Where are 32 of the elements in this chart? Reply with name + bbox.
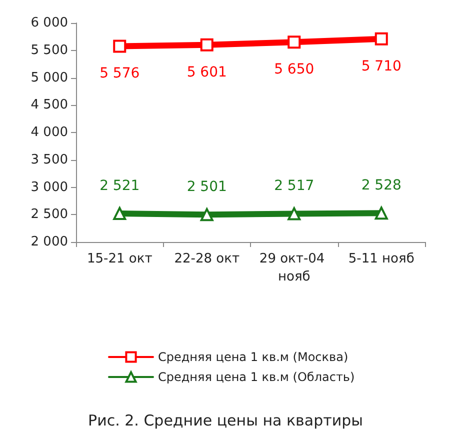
data-label: 2 501 [186, 179, 227, 196]
y-tick-label: 6 000 [30, 16, 68, 30]
data-label: 2 517 [274, 178, 314, 194]
data-label: 2 521 [100, 178, 140, 194]
y-tick-label: 3 000 [30, 180, 68, 195]
legend-label: Средняя цена 1 кв.м (Москва) [158, 350, 348, 364]
y-tick-label: 3 500 [30, 152, 68, 168]
point [200, 38, 214, 52]
y-tick-label: 2 000 [30, 234, 68, 250]
text: Рис. 2. Средние цены на квартиры [88, 412, 363, 430]
x-tick-label: 5-11 нояб [348, 252, 414, 266]
y-tick-label: 5 000 [30, 70, 68, 86]
point [374, 32, 388, 46]
point [288, 36, 301, 49]
data-label: 5 576 [100, 66, 140, 82]
point [200, 208, 214, 222]
x-tick-label: 22-28 окт [174, 252, 240, 266]
point [113, 206, 126, 220]
data-label: 2 528 [361, 178, 402, 194]
x-tick-label: 15-21 окт [86, 252, 153, 266]
data-label: 5 710 [361, 58, 402, 74]
legend-label: Средняя цена 1 кв.м (Область) [158, 370, 355, 384]
data-label: 5 601 [186, 64, 227, 80]
point [288, 207, 301, 220]
y-tick-label: 2 500 [30, 207, 68, 222]
y-tick-label: 4 500 [30, 98, 68, 113]
y-tick-label: 4 000 [30, 125, 68, 140]
point [374, 206, 388, 220]
x-tick-label: 29 окт-04 нояб [259, 252, 329, 284]
y-tick-label: 5 500 [30, 42, 68, 58]
point [113, 40, 126, 53]
data-label: 5 650 [274, 62, 314, 78]
